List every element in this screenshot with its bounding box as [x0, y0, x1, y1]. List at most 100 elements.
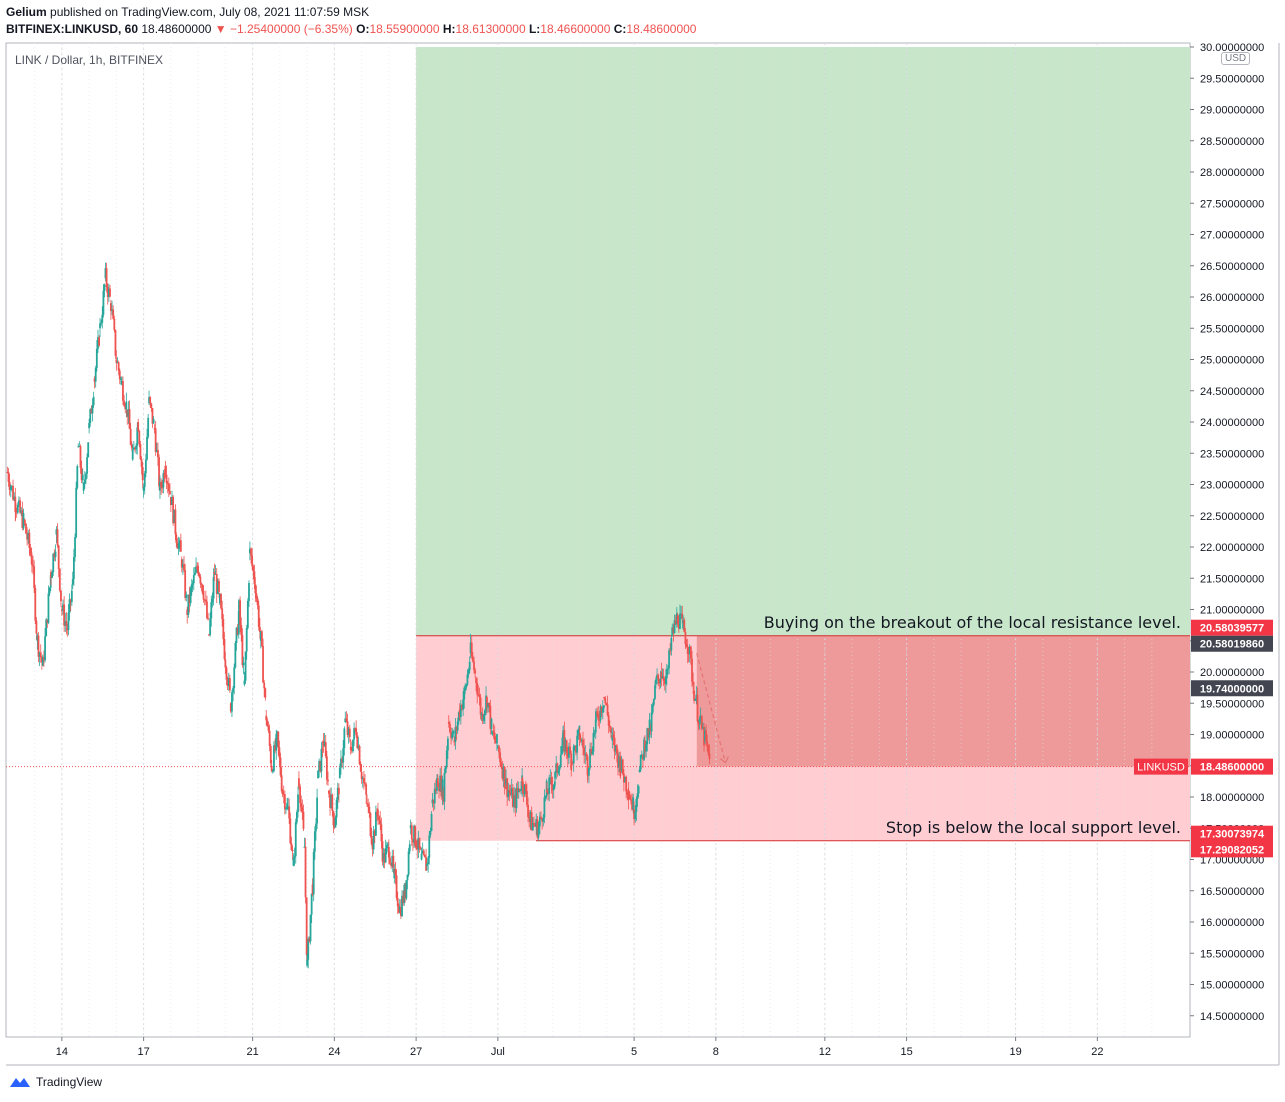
candle-body	[385, 845, 388, 849]
candle-body	[655, 679, 657, 685]
candle-body	[18, 500, 20, 505]
published-text: published on TradingView.com, July 08, 2…	[50, 5, 370, 19]
candle-body	[64, 621, 67, 626]
candle-body	[502, 766, 505, 779]
candle-body	[240, 624, 243, 635]
candle-body	[57, 545, 60, 569]
candle-body	[259, 631, 262, 641]
candle-body	[226, 679, 229, 687]
candle-body	[693, 690, 695, 701]
candle-body	[140, 459, 143, 467]
candle-body	[53, 553, 56, 558]
candle-body	[211, 598, 214, 603]
candle-body	[50, 572, 52, 578]
candle-body	[253, 571, 256, 584]
candle-body	[516, 788, 519, 793]
x-tick-label: 19	[1009, 1046, 1021, 1058]
candle-body	[204, 599, 207, 602]
candle-body	[149, 397, 152, 404]
candle-body	[54, 551, 57, 558]
candle-body	[148, 397, 150, 404]
candle-body	[671, 627, 674, 635]
candle-body	[76, 466, 79, 488]
candle-body	[466, 674, 469, 685]
y-tick-label: 30.00000000	[1200, 42, 1264, 54]
candle-body	[408, 844, 411, 852]
candle-body	[582, 739, 584, 748]
candle-body	[649, 728, 652, 732]
currency-badge[interactable]: USD	[1221, 52, 1251, 65]
candle-body	[346, 721, 349, 735]
candle-body	[69, 599, 72, 603]
candle-body	[289, 818, 292, 844]
candle-body	[614, 745, 617, 752]
candle-body	[407, 851, 410, 875]
candle-body	[469, 642, 472, 654]
candle-body	[15, 511, 18, 513]
candle-body	[77, 446, 80, 448]
candle-body	[600, 706, 603, 713]
candle-body	[530, 812, 533, 831]
candle-body	[504, 787, 507, 789]
candle-body	[113, 318, 116, 330]
candle-body	[222, 619, 225, 640]
candle-body	[494, 739, 497, 744]
candle-body	[692, 681, 695, 685]
candle-body	[368, 806, 371, 814]
candle-body	[181, 564, 184, 568]
candle-body	[238, 600, 240, 610]
candle-body	[93, 378, 96, 382]
footer-brand: TradingView	[36, 1075, 103, 1089]
candle-body	[524, 784, 527, 791]
candle-body	[454, 727, 457, 743]
candle-body	[644, 740, 646, 752]
candle-body	[357, 745, 360, 748]
candle-body	[89, 409, 92, 423]
candle-body	[480, 713, 483, 716]
candle-body	[233, 667, 236, 689]
candle-body	[164, 465, 167, 475]
y-tick-label: 25.00000000	[1200, 355, 1264, 367]
candle-body	[67, 612, 70, 631]
candle-body	[98, 337, 101, 346]
candle-body	[679, 613, 681, 629]
candle-body	[206, 601, 208, 619]
candle-body	[231, 692, 233, 712]
candle-body	[55, 529, 58, 535]
candle-body	[75, 487, 78, 538]
candle-body	[536, 819, 539, 838]
y-tick-label: 29.50000000	[1200, 73, 1264, 85]
candle-body	[523, 784, 526, 795]
candle-body	[216, 580, 219, 594]
candle-body	[632, 797, 635, 810]
candle-body	[355, 728, 358, 736]
candle-body	[429, 830, 432, 836]
candle-body	[225, 667, 228, 680]
candle-body	[12, 485, 14, 500]
candle-body	[274, 745, 276, 751]
candle-body	[647, 728, 650, 738]
candle-body	[605, 703, 608, 705]
candle-body	[218, 580, 220, 592]
candle-body	[576, 735, 579, 753]
candle-body	[624, 776, 626, 783]
y-tick-label: 21.50000000	[1200, 573, 1264, 585]
candle-body	[263, 682, 266, 689]
candle-body	[399, 907, 402, 917]
candle-body	[286, 802, 289, 808]
candle-body	[697, 720, 700, 726]
candle-body	[403, 884, 406, 904]
candle-body	[677, 623, 680, 629]
x-tick-label: 17	[137, 1046, 149, 1058]
candle-body	[20, 510, 23, 513]
candle-body	[151, 408, 154, 424]
candle-body	[493, 732, 496, 740]
candle-body	[634, 811, 637, 820]
candle-body	[277, 731, 280, 748]
candle-body	[135, 445, 138, 450]
candle-body	[214, 574, 217, 576]
open-loss-zone	[696, 635, 1190, 767]
projection-arrowhead	[720, 756, 729, 764]
candle-body	[37, 635, 40, 657]
